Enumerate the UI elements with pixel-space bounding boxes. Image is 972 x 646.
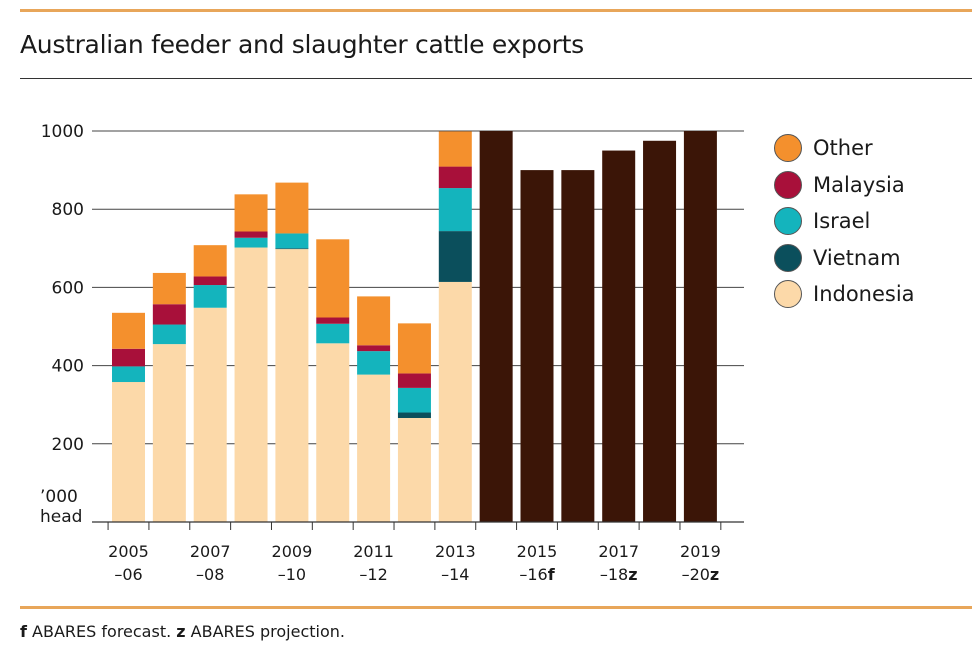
bar-forecast [520,170,554,522]
bar-segment-indonesia [316,343,350,522]
legend-item-vietnam: Vietnam [774,240,915,277]
x-tick-label: –06 [114,565,142,584]
bar-segment-indonesia [397,417,431,522]
bar-segment-malaysia [357,345,391,352]
legend-label: Other [813,136,873,161]
footnote-f-mark: f [20,622,27,641]
x-tick-label: 2005 [108,542,149,561]
y-axis-unit-label: ’000 [40,487,78,507]
bar-forecast [602,150,636,523]
legend-swatch [774,134,802,163]
x-tick-label: 2017 [598,542,639,561]
bar-segment-malaysia [438,166,472,189]
footnote-f-text: ABARES forecast. [26,622,177,641]
bar-segment-indonesia [234,247,268,522]
legend-item-other: Other [774,130,915,167]
legend-swatch [774,280,802,309]
x-tick-label: 2007 [190,542,231,561]
bar-segment-malaysia [397,373,431,388]
bar-segment-malaysia [112,348,145,367]
bar-segment-other [397,323,431,374]
bar-segment-indonesia [193,307,227,522]
bar-segment-other [234,194,268,232]
bar-segment-malaysia [234,231,268,238]
title-underline [20,78,972,79]
legend-label: Vietnam [813,245,901,270]
bar-segment-malaysia [152,304,186,325]
legend-swatch [774,170,802,199]
bar-segment-indonesia [275,249,309,522]
legend-item-malaysia: Malaysia [774,167,915,204]
x-tick-label: –20z [682,565,720,584]
bar-segment-other [438,131,472,167]
bar-forecast [643,140,677,522]
chart-title: Australian feeder and slaughter cattle e… [20,30,584,59]
legend: Other Malaysia Israel Vietnam Indonesia [774,130,915,313]
x-tick-label: –16f [519,565,555,584]
x-tick-label: 2009 [272,542,313,561]
bar-segment-indonesia [438,281,472,522]
legend-item-israel: Israel [774,203,915,240]
bar-segment-israel [193,285,227,308]
bar-segment-israel [397,387,431,413]
bar-segment-israel [234,237,268,248]
bar-segment-indonesia [152,344,186,522]
x-tick-label: 2011 [353,542,394,561]
bar-segment-israel [152,324,186,345]
bar-forecast [561,170,595,522]
bar-segment-other [112,312,145,349]
bar-segment-vietnam [397,412,431,418]
bar-segment-other [193,245,227,277]
y-tick-label: 800 [52,200,84,220]
legend-label: Indonesia [813,282,915,307]
footnote-z-text: ABARES projection. [185,622,345,641]
bar-segment-other [357,296,391,346]
bar-segment-other [275,182,309,234]
y-tick-label: 600 [52,278,84,298]
bar-segment-indonesia [357,374,391,522]
x-tick-label: 2019 [680,542,721,561]
bar-segment-indonesia [112,382,145,522]
bar-segment-malaysia [193,276,227,286]
x-tick-label: –08 [196,565,224,584]
x-tick-label: 2013 [435,542,476,561]
y-tick-label: 200 [52,435,84,455]
bar-segment-israel [112,366,145,383]
y-tick-label: 400 [52,357,84,377]
footnote: f ABARES forecast. z ABARES projection. [20,622,345,641]
bar-segment-israel [438,188,472,232]
legend-swatch [774,207,802,236]
legend-label: Israel [813,209,871,234]
legend-swatch [774,243,802,272]
bar-segment-israel [316,323,350,344]
bar-segment-malaysia [316,317,350,324]
legend-item-indonesia: Indonesia [774,276,915,313]
bar-forecast [683,131,717,522]
bottom-accent-rule [20,606,972,609]
x-tick-label: 2015 [517,542,558,561]
bar-segment-other [152,272,186,305]
bar-forecast [479,131,513,522]
x-tick-label: –12 [359,565,387,584]
bar-segment-israel [275,233,309,249]
y-axis-unit-label: head [40,507,82,527]
x-tick-label: –14 [441,565,469,584]
x-tick-label: –18z [600,565,638,584]
bar-segment-other [316,239,350,318]
x-tick-label: –10 [278,565,306,584]
footnote-z-mark: z [176,622,186,641]
bar-segment-israel [357,351,391,375]
legend-label: Malaysia [813,172,905,197]
y-tick-label: 1000 [41,122,84,142]
top-accent-rule [20,9,972,12]
bar-segment-vietnam [438,231,472,282]
bar-segment-vietnam [275,248,309,250]
